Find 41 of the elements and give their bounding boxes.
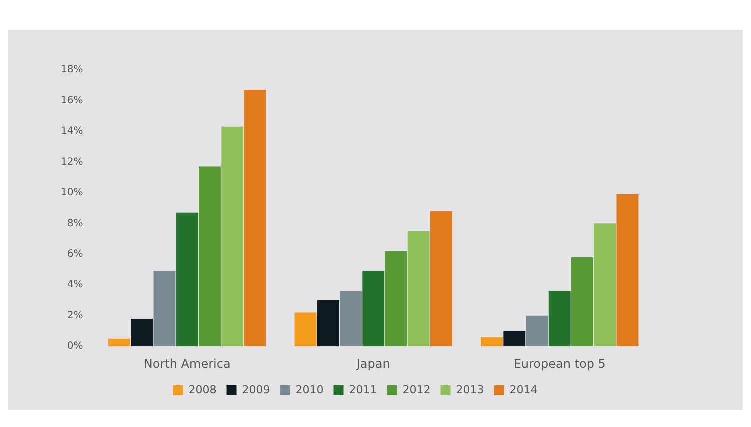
y-tick-label: 14%	[60, 126, 84, 138]
legend-label: 2012	[402, 383, 431, 396]
bar	[131, 318, 154, 347]
x-tick-label: European top 5	[514, 356, 606, 371]
bar	[294, 312, 317, 347]
legend-label: 2010	[296, 383, 324, 396]
bar	[108, 338, 130, 347]
bar	[430, 211, 452, 347]
bar	[526, 316, 548, 347]
y-tick-label: 0%	[67, 341, 84, 352]
y-tick-label: 8%	[67, 218, 84, 230]
bar	[616, 194, 639, 347]
bar	[222, 126, 244, 347]
y-tick-label: 12%	[60, 156, 84, 168]
bar	[176, 212, 198, 347]
bar	[481, 337, 503, 347]
legend-label: 2011	[349, 383, 378, 396]
bar	[594, 224, 616, 347]
y-tick-label: 4%	[67, 280, 84, 291]
x-tick-label: North America	[144, 356, 231, 371]
bar	[340, 291, 362, 347]
legend-label: 2013	[456, 383, 484, 396]
y-tick-label: 6%	[67, 248, 84, 260]
bar	[504, 331, 526, 347]
bar	[154, 271, 176, 347]
legend-label: 2014	[510, 383, 538, 396]
y-tick-label: 10%	[60, 188, 84, 199]
bar	[385, 251, 408, 347]
y-tick-label: 16%	[60, 95, 84, 106]
bar	[244, 90, 266, 347]
bar	[548, 291, 571, 347]
legend-label: 2008	[188, 383, 217, 396]
bar	[572, 257, 594, 347]
bar	[199, 166, 221, 347]
y-tick-label: 2%	[67, 310, 84, 322]
x-tick-label: Japan	[356, 356, 390, 371]
y-tick-label: 18%	[60, 64, 84, 76]
legend-label: 2009	[242, 383, 270, 396]
bar	[317, 300, 340, 347]
bar	[408, 231, 430, 347]
bar	[362, 271, 385, 347]
